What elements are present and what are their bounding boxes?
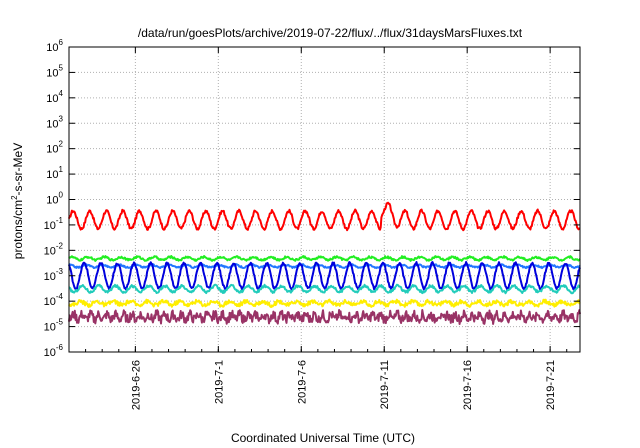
- x-tick-label: 2019-7-21: [545, 360, 557, 410]
- y-ticks: 10-610-510-410-310-210-11001011021031041…: [44, 38, 580, 359]
- series-layer: [68, 201, 581, 325]
- y-tick-label: 104: [46, 89, 63, 105]
- y-tick-base: 10: [46, 42, 58, 54]
- y-tick-label: 101: [46, 165, 63, 181]
- y-tick-exponent: -1: [56, 216, 64, 225]
- y-tick-base: 10: [44, 322, 56, 334]
- y-tick-exponent: -5: [56, 318, 64, 327]
- y-tick-base: 10: [46, 93, 58, 105]
- grid: [69, 47, 580, 352]
- y-tick-exponent: 1: [59, 165, 64, 174]
- y-tick-base: 10: [46, 118, 58, 130]
- y-tick-base: 10: [46, 169, 58, 181]
- y-axis-label-suffix: -s-sr-MeV: [11, 143, 25, 196]
- y-tick-exponent: -6: [56, 343, 64, 352]
- y-tick-label: 10-1: [44, 216, 64, 232]
- y-tick-label: 10-2: [44, 241, 64, 257]
- series-line: [68, 298, 581, 308]
- series-line: [68, 283, 581, 295]
- y-tick-label: 103: [46, 114, 63, 130]
- series-line: [68, 255, 581, 262]
- y-tick-label: 105: [46, 63, 63, 79]
- y-tick-base: 10: [46, 195, 58, 207]
- y-tick-exponent: 5: [59, 63, 64, 72]
- y-tick-label: 10-3: [44, 267, 64, 283]
- y-tick-label: 10-4: [44, 292, 64, 308]
- y-tick-label: 100: [46, 191, 63, 207]
- y-tick-base: 10: [44, 296, 56, 308]
- y-tick-exponent: 6: [59, 38, 64, 47]
- y-tick-exponent: 3: [59, 114, 64, 123]
- y-tick-exponent: 2: [59, 140, 64, 149]
- x-tick-label: 2019-7-11: [379, 360, 391, 409]
- y-tick-label: 106: [46, 38, 63, 54]
- y-axis-label-sup: 2: [10, 195, 19, 200]
- x-ticks: 2019-6-26 2019-7-1 2019-7-6 2019-7-11 2019-7…: [68, 47, 568, 410]
- x-axis-label: Coordinated Universal Time (UTC): [231, 431, 415, 445]
- y-tick-label: 10-6: [44, 343, 64, 359]
- y-tick-base: 10: [44, 220, 56, 232]
- chart-title: /data/run/goesPlots/archive/2019-07-22/f…: [138, 26, 523, 40]
- y-tick-base: 10: [44, 245, 56, 257]
- y-tick-exponent: -3: [56, 267, 64, 276]
- y-tick-base: 10: [44, 347, 56, 359]
- y-tick-exponent: -4: [56, 292, 64, 301]
- x-tick-label: 2019-7-16: [462, 360, 474, 410]
- y-tick-base: 10: [44, 271, 56, 283]
- x-tick-label: 2019-7-6: [296, 360, 308, 404]
- series-line: [68, 263, 581, 270]
- y-tick-base: 10: [46, 67, 58, 79]
- y-tick-exponent: 0: [59, 191, 64, 200]
- y-tick-label: 102: [46, 140, 63, 156]
- y-tick-label: 10-5: [44, 318, 64, 334]
- y-tick-exponent: -2: [56, 241, 64, 250]
- x-tick-label: 2019-6-26: [130, 360, 142, 410]
- y-tick-exponent: 4: [59, 89, 64, 98]
- y-axis-label: protons/cm2-s-sr-MeV: [10, 143, 25, 259]
- y-tick-base: 10: [46, 144, 58, 156]
- y-axis-label-prefix: protons/cm: [11, 200, 25, 259]
- x-tick-label: 2019-7-1: [213, 360, 225, 404]
- series-line: [68, 261, 581, 291]
- series-line: [68, 201, 581, 232]
- series-line: [68, 309, 581, 325]
